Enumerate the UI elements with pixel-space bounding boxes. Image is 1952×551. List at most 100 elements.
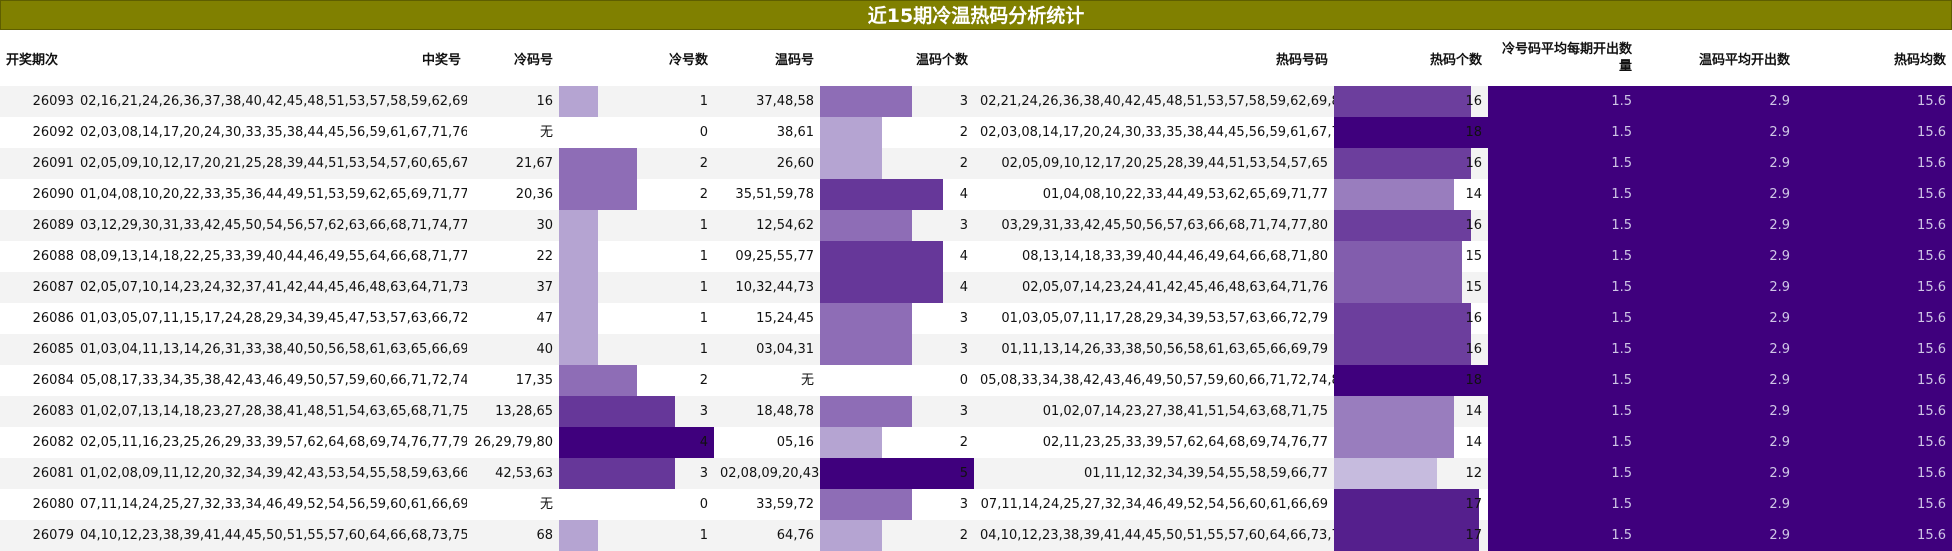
- cold-codes-cell: 42,53,63: [495, 466, 553, 481]
- hot-count-cell-bar: [1334, 86, 1471, 117]
- warm-avg-cell: 2.9: [1638, 210, 1796, 241]
- hot-avg-cell: 15.6: [1796, 117, 1952, 148]
- warm-codes-cell: 03,04,31: [756, 342, 814, 357]
- cold-avg-cell: 1.5: [1488, 427, 1638, 458]
- warm-count-cell: 3: [820, 303, 974, 334]
- warm-avg-cell: 2.9: [1638, 427, 1796, 458]
- warm-count-cell: 5: [820, 458, 974, 489]
- warm-count-cell: 4: [820, 272, 974, 303]
- period-cell: 26087: [32, 280, 74, 295]
- cold-count-cell-bar: [559, 86, 598, 117]
- hot-count-cell-bar: [1334, 520, 1479, 551]
- warm-avg-cell: 2.9: [1638, 241, 1796, 272]
- warm-avg-cell: 2.9: [1638, 396, 1796, 427]
- table-row: 26079 04,10,12,23,38,39,41,44,45,50,51,55…: [0, 520, 1952, 551]
- warm-count-cell: 3: [820, 334, 974, 365]
- hot-count-cell-value: 17: [1465, 528, 1482, 543]
- cold-count-cell-bar: [559, 520, 598, 551]
- table-row: 26090 01,04,08,10,20,22,33,35,36,44,49,51…: [0, 179, 1952, 210]
- period-cell: 26083: [32, 404, 74, 419]
- cold-count-cell: 1: [559, 86, 714, 117]
- table-row: 26087 02,05,07,10,14,23,24,32,37,41,42,44…: [0, 272, 1952, 303]
- cold-avg-cell: 1.5: [1488, 489, 1638, 520]
- cold-count-cell-value: 1: [699, 528, 708, 543]
- warm-count-cell-bar: [820, 489, 912, 520]
- warm-count-cell: 4: [820, 179, 974, 210]
- hot-codes-cell: 01,11,12,32,34,39,54,55,58,59,66,77: [1084, 466, 1328, 481]
- hot-count-cell: 14: [1334, 396, 1488, 427]
- cold-count-cell-value: 3: [699, 466, 708, 481]
- cold-count-cell-bar: [559, 365, 637, 396]
- cold-count-cell-value: 1: [699, 249, 708, 264]
- warm-count-cell-value: 4: [959, 280, 968, 295]
- cold-count-cell-value: 2: [699, 373, 708, 388]
- cold-codes-cell: 22: [536, 249, 553, 264]
- warm-count-cell-value: 2: [959, 528, 968, 543]
- header-cold-count: 冷号数: [668, 52, 708, 68]
- table-row: 26083 01,02,07,13,14,18,23,27,28,38,41,48…: [0, 396, 1952, 427]
- warm-avg-cell: 2.9: [1638, 458, 1796, 489]
- cold-count-cell-bar: [559, 179, 637, 210]
- warm-count-cell-value: 0: [959, 373, 968, 388]
- hot-count-cell: 14: [1334, 179, 1488, 210]
- cold-avg-cell: 1.5: [1488, 458, 1638, 489]
- hot-codes-cell: 01,03,05,07,11,17,28,29,34,39,53,57,63,6…: [1001, 311, 1328, 326]
- winning-cell: 04,10,12,23,38,39,41,44,45,50,51,55,57,6…: [80, 528, 467, 543]
- warm-avg-cell: 2.9: [1638, 148, 1796, 179]
- hot-count-cell-value: 14: [1465, 187, 1482, 202]
- warm-codes-cell: 无: [800, 373, 814, 388]
- warm-count-cell-bar: [820, 303, 912, 334]
- winning-cell: 08,09,13,14,18,22,25,33,39,40,44,46,49,5…: [80, 249, 467, 264]
- warm-count-cell-value: 4: [959, 249, 968, 264]
- cold-count-cell-bar: [559, 427, 714, 458]
- hot-codes-cell: 07,11,14,24,25,27,32,34,46,49,52,54,56,6…: [980, 497, 1328, 512]
- cold-avg-cell: 1.5: [1488, 210, 1638, 241]
- warm-count-cell-value: 3: [959, 311, 968, 326]
- warm-avg-cell: 2.9: [1638, 117, 1796, 148]
- table-header: 开奖期次 中奖号 冷码号 冷号数 温码号 温码个数 热码号码 热码个数 冷号码平…: [0, 30, 1952, 88]
- warm-count-cell-bar: [820, 396, 912, 427]
- cold-avg-cell: 1.5: [1488, 86, 1638, 117]
- table-row: 26080 07,11,14,24,25,27,32,33,34,46,49,52…: [0, 489, 1952, 520]
- hot-count-cell-value: 16: [1465, 342, 1482, 357]
- warm-count-cell-bar: [820, 86, 912, 117]
- hot-count-cell-bar: [1334, 117, 1488, 148]
- winning-cell: 01,02,07,13,14,18,23,27,28,38,41,48,51,5…: [80, 404, 467, 419]
- cold-codes-cell: 21,67: [515, 156, 553, 171]
- cold-codes-cell: 无: [539, 497, 553, 512]
- winning-cell: 01,02,08,09,11,12,20,32,34,39,42,43,53,5…: [80, 466, 467, 481]
- winning-cell: 02,16,21,24,26,36,37,38,40,42,45,48,51,5…: [80, 94, 467, 109]
- cold-codes-cell: 40: [536, 342, 553, 357]
- warm-count-cell: 4: [820, 241, 974, 272]
- warm-count-cell: 3: [820, 489, 974, 520]
- warm-count-cell-bar: [820, 458, 974, 489]
- cold-codes-cell: 16: [536, 94, 553, 109]
- cold-count-cell-value: 1: [699, 94, 708, 109]
- hot-count-cell-bar: [1334, 179, 1454, 210]
- hot-avg-cell: 15.6: [1796, 272, 1952, 303]
- cold-count-cell: 0: [559, 489, 714, 520]
- warm-codes-cell: 37,48,58: [756, 94, 814, 109]
- winning-cell: 01,03,05,07,11,15,17,24,28,29,34,39,45,4…: [80, 311, 467, 326]
- hot-count-cell-value: 16: [1465, 94, 1482, 109]
- cold-count-cell-value: 1: [699, 311, 708, 326]
- cold-count-cell: 3: [559, 396, 714, 427]
- period-cell: 26091: [32, 156, 74, 171]
- warm-count-cell-bar: [820, 148, 882, 179]
- warm-count-cell-bar: [820, 272, 943, 303]
- hot-count-cell-bar: [1334, 303, 1471, 334]
- warm-count-cell-value: 3: [959, 218, 968, 233]
- cold-avg-cell: 1.5: [1488, 272, 1638, 303]
- table-row: 26089 03,12,29,30,31,33,42,45,50,54,56,57…: [0, 210, 1952, 241]
- cold-codes-cell: 13,28,65: [495, 404, 553, 419]
- winning-cell: 07,11,14,24,25,27,32,33,34,46,49,52,54,5…: [80, 497, 467, 512]
- hot-avg-cell: 15.6: [1796, 241, 1952, 272]
- cold-count-cell: 1: [559, 210, 714, 241]
- hot-count-cell-bar: [1334, 272, 1462, 303]
- hot-count-cell-value: 15: [1465, 249, 1482, 264]
- warm-avg-cell: 2.9: [1638, 179, 1796, 210]
- hot-count-cell-bar: [1334, 241, 1462, 272]
- period-cell: 26093: [32, 94, 74, 109]
- table-row: 26093 02,16,21,24,26,36,37,38,40,42,45,48…: [0, 86, 1952, 117]
- hot-count-cell-bar: [1334, 489, 1479, 520]
